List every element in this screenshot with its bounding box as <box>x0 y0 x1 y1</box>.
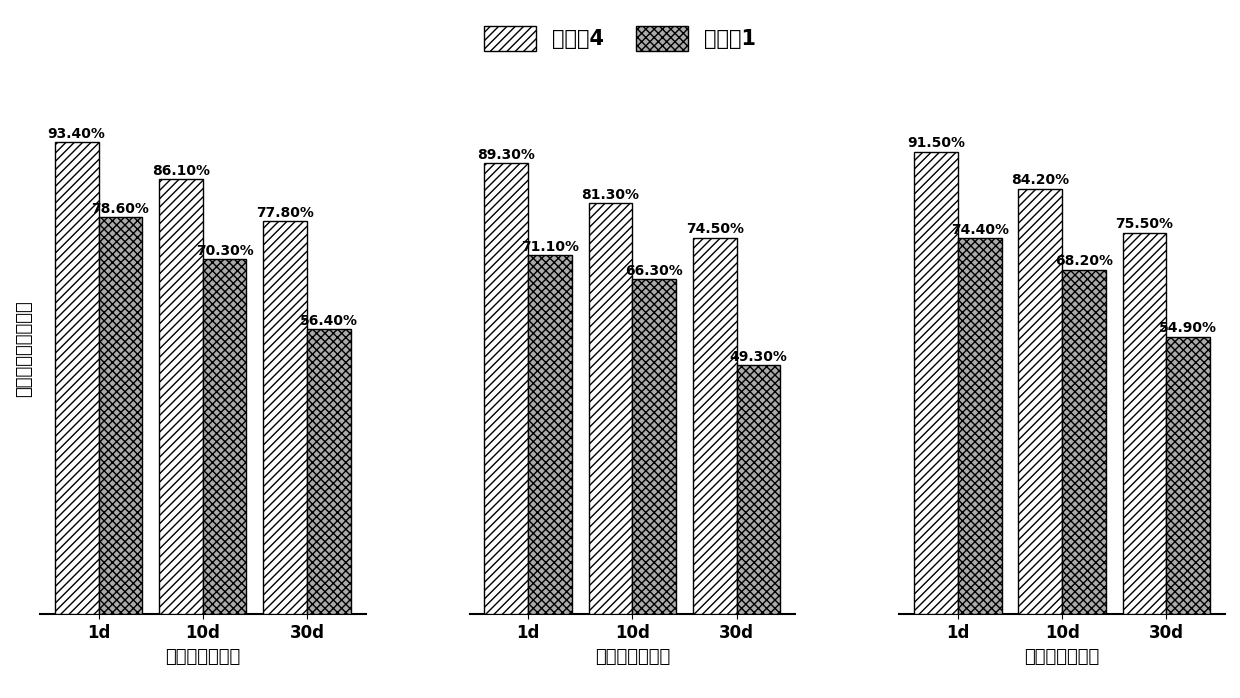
X-axis label: 拉伸强度保持率: 拉伸强度保持率 <box>165 648 241 665</box>
Text: 74.40%: 74.40% <box>951 223 1009 237</box>
Bar <box>1063 269 1106 614</box>
Bar <box>485 163 528 614</box>
Text: 70.30%: 70.30% <box>196 244 253 258</box>
Text: 66.30%: 66.30% <box>625 264 683 278</box>
Bar <box>263 221 308 614</box>
Bar <box>55 142 98 614</box>
X-axis label: 弯曲强度保持率: 弯曲强度保持率 <box>595 648 670 665</box>
Text: 56.40%: 56.40% <box>300 314 358 328</box>
Bar <box>914 152 959 614</box>
Text: 91.50%: 91.50% <box>908 136 965 151</box>
Text: 75.50%: 75.50% <box>1116 217 1173 231</box>
Text: 78.60%: 78.60% <box>92 202 149 216</box>
Bar <box>159 179 202 614</box>
Text: 74.50%: 74.50% <box>686 223 744 237</box>
Bar <box>1122 233 1167 614</box>
Text: 49.30%: 49.30% <box>729 350 787 364</box>
Text: 71.10%: 71.10% <box>521 239 579 253</box>
Bar <box>308 329 351 614</box>
Bar <box>98 217 143 614</box>
Text: 77.80%: 77.80% <box>257 206 314 220</box>
Bar <box>528 255 572 614</box>
Bar <box>959 238 1002 614</box>
Bar <box>693 238 737 614</box>
Bar <box>737 365 780 614</box>
Y-axis label: 力学性能强度保持率: 力学性能强度保持率 <box>15 301 33 397</box>
Text: 89.30%: 89.30% <box>477 147 536 161</box>
Text: 84.20%: 84.20% <box>1012 173 1069 187</box>
Text: 81.30%: 81.30% <box>582 188 640 202</box>
X-axis label: 冲击强度保持率: 冲击强度保持率 <box>1024 648 1100 665</box>
Bar <box>589 204 632 614</box>
Text: 54.90%: 54.90% <box>1159 321 1218 335</box>
Text: 86.10%: 86.10% <box>151 164 210 178</box>
Legend: 实施例4, 对比例1: 实施例4, 对比例1 <box>475 17 765 59</box>
Text: 93.40%: 93.40% <box>47 127 105 141</box>
Bar <box>1167 337 1210 614</box>
Bar <box>632 279 676 614</box>
Bar <box>202 259 247 614</box>
Text: 68.20%: 68.20% <box>1055 254 1114 268</box>
Bar <box>1018 189 1063 614</box>
